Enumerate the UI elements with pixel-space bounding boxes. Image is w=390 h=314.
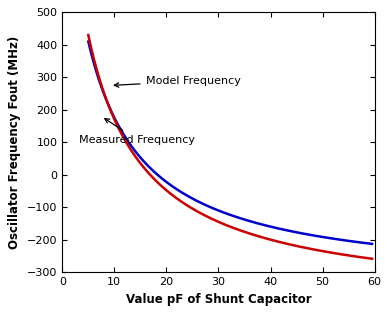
- Y-axis label: Oscillator Frequency Fout (MHz): Oscillator Frequency Fout (MHz): [8, 36, 21, 249]
- Text: Measured Frequency: Measured Frequency: [79, 119, 195, 145]
- X-axis label: Value pF of Shunt Capacitor: Value pF of Shunt Capacitor: [126, 293, 311, 306]
- Text: Model Frequency: Model Frequency: [114, 76, 241, 87]
